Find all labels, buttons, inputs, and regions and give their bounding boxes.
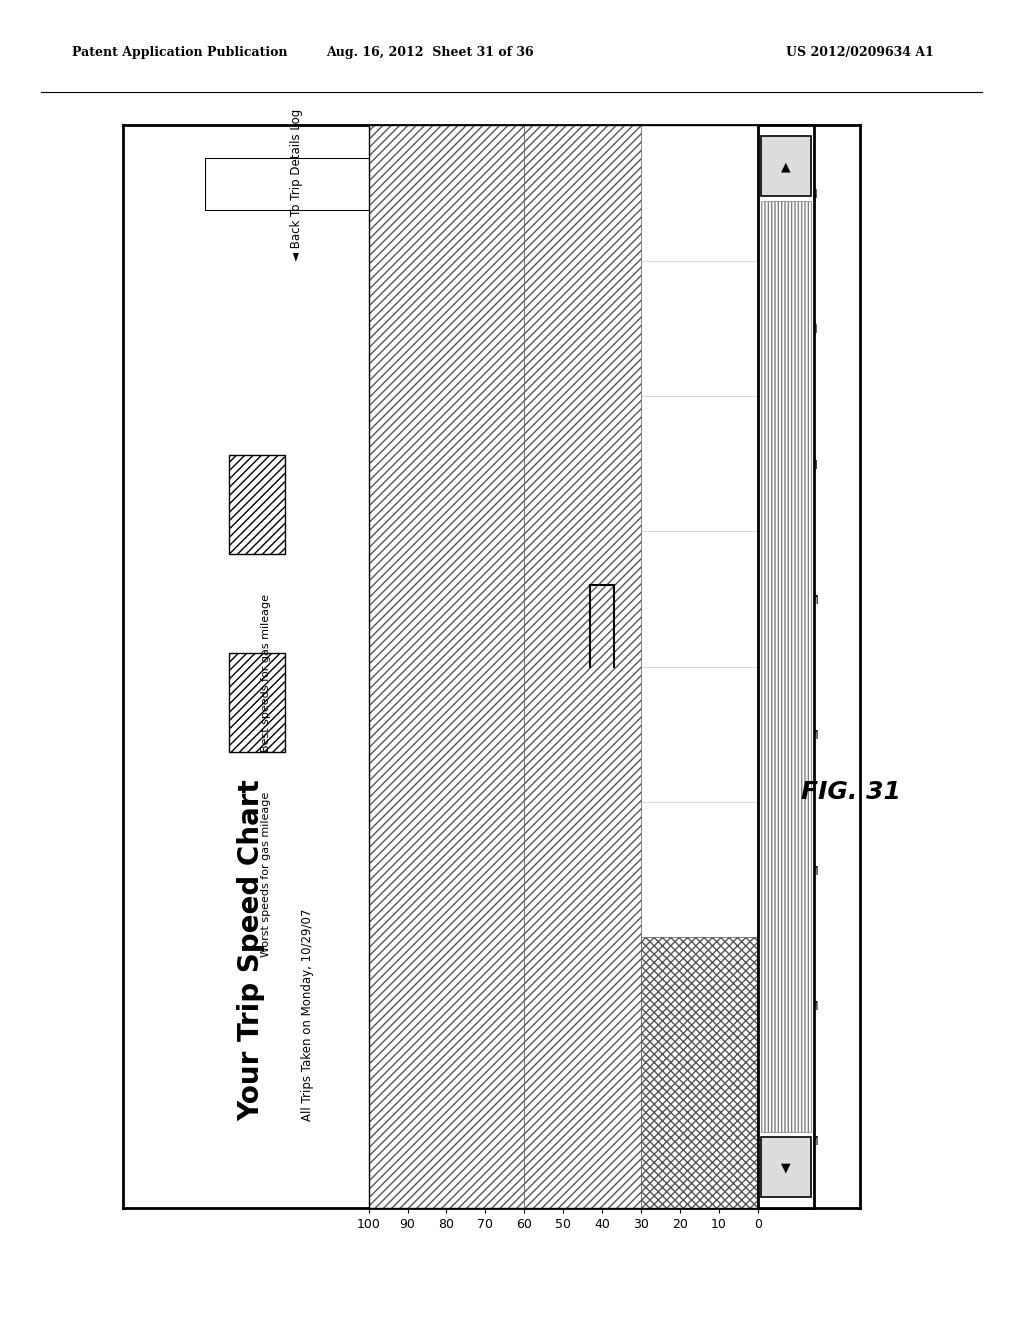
Bar bbox=[229, 653, 285, 752]
Text: FIG. 31: FIG. 31 bbox=[801, 780, 901, 804]
Bar bbox=[761, 201, 811, 1133]
Text: Best speeds for gas mileage: Best speeds for gas mileage bbox=[261, 594, 271, 752]
Text: US 2012/0209634 A1: US 2012/0209634 A1 bbox=[786, 46, 934, 59]
Text: ◄ Back To Trip Details Log: ◄ Back To Trip Details Log bbox=[291, 108, 303, 261]
Text: Your Trip Speed Chart: Your Trip Speed Chart bbox=[237, 779, 265, 1121]
Text: All Trips Taken on Monday, 10/29/07: All Trips Taken on Monday, 10/29/07 bbox=[301, 909, 313, 1121]
Text: Worst speeds for gas mileage: Worst speeds for gas mileage bbox=[261, 792, 271, 957]
Text: Patent Application Publication: Patent Application Publication bbox=[72, 46, 287, 59]
Bar bbox=[229, 455, 285, 554]
Bar bbox=[761, 1138, 811, 1197]
Bar bbox=[761, 136, 811, 195]
Bar bbox=[641, 937, 758, 1208]
Bar bbox=[524, 125, 641, 1208]
Text: Aug. 16, 2012  Sheet 31 of 36: Aug. 16, 2012 Sheet 31 of 36 bbox=[327, 46, 534, 59]
Text: ▲: ▲ bbox=[781, 160, 791, 173]
Text: ▼: ▼ bbox=[781, 1162, 791, 1175]
Bar bbox=[369, 125, 524, 1208]
